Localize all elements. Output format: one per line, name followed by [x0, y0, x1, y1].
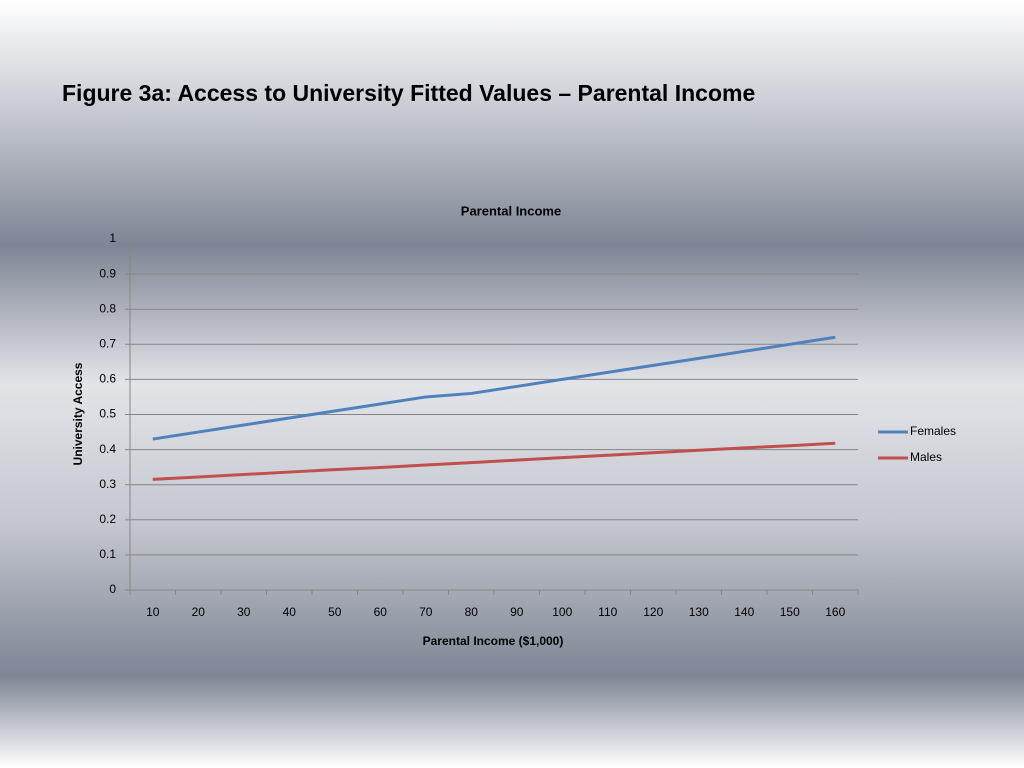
x-tick-label: 100 — [552, 605, 572, 619]
x-tick-label: 160 — [825, 605, 845, 619]
x-tick-label: 10 — [146, 605, 160, 619]
y-tick-label: 0 — [109, 582, 116, 596]
y-tick-label: 0.2 — [99, 512, 116, 526]
y-axis-title: University Access — [71, 362, 85, 465]
x-tick-label: 150 — [780, 605, 800, 619]
x-tick-label: 60 — [374, 605, 388, 619]
chart-title: Parental Income — [461, 203, 561, 218]
y-tick-label: 0.6 — [99, 372, 116, 386]
x-tick-label: 20 — [192, 605, 206, 619]
y-tick-label: 0.3 — [99, 477, 116, 491]
y-tick-label: 0.5 — [99, 407, 116, 421]
y-tick-label: 0.7 — [99, 336, 116, 350]
series-line — [152, 441, 836, 481]
x-tick-label: 70 — [419, 605, 433, 619]
y-tick-label: 0.4 — [99, 442, 116, 456]
legend-label: Males — [910, 450, 942, 464]
x-axis-title: Parental Income ($1,000) — [423, 634, 564, 648]
x-tick-label: 130 — [689, 605, 709, 619]
x-tick-label: 120 — [643, 605, 663, 619]
x-tick-label: 40 — [283, 605, 297, 619]
x-tick-label: 90 — [510, 605, 524, 619]
y-tick-label: 0.1 — [99, 547, 116, 561]
x-tick-label: 140 — [734, 605, 754, 619]
x-tick-label: 30 — [237, 605, 251, 619]
series-line — [152, 335, 836, 441]
x-tick-label: 50 — [328, 605, 342, 619]
y-tick-label: 0.8 — [99, 301, 116, 315]
x-tick-label: 80 — [465, 605, 479, 619]
y-tick-label: 1 — [109, 231, 116, 245]
y-tick-label: 0.9 — [99, 266, 116, 280]
slide-title: Figure 3a: Access to University Fitted V… — [62, 80, 756, 106]
x-tick-label: 110 — [598, 605, 617, 619]
legend-label: Females — [910, 424, 956, 438]
